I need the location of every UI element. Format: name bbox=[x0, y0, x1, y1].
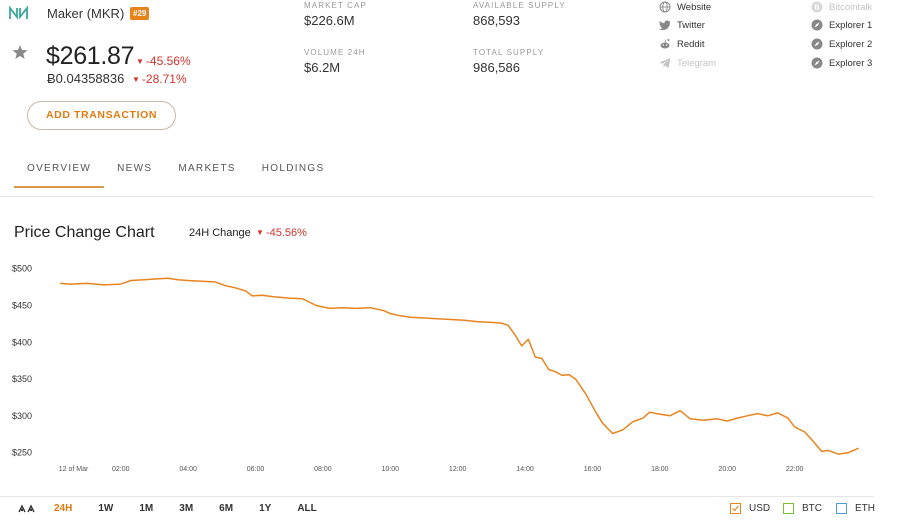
tab-news[interactable]: NEWS bbox=[117, 163, 153, 174]
link-label: Bitcointalk bbox=[829, 1, 873, 13]
x-tick-label: 10:00 bbox=[382, 466, 400, 473]
link-telegram[interactable]: Telegram bbox=[659, 57, 716, 69]
stat-value: $226.6M bbox=[304, 13, 355, 28]
compass-icon bbox=[811, 38, 823, 50]
stat-label: AVAILABLE SUPPLY bbox=[473, 1, 566, 10]
stat-label: VOLUME 24H bbox=[304, 48, 366, 57]
divider bbox=[0, 196, 874, 197]
currency-label: BTC bbox=[802, 503, 822, 514]
y-tick-label: $450 bbox=[12, 300, 32, 310]
range-button-1w[interactable]: 1W bbox=[98, 503, 114, 514]
range-button-6m[interactable]: 6M bbox=[219, 503, 234, 514]
x-tick-label: 14:00 bbox=[516, 466, 534, 473]
link-label: Explorer 1 bbox=[829, 19, 873, 31]
tab-bar: OVERVIEW NEWS MARKETS HOLDINGS bbox=[14, 163, 337, 188]
stat-label: TOTAL SUPPLY bbox=[473, 48, 545, 57]
currency-toggles: USD BTC ETH bbox=[0, 503, 915, 517]
tab-markets[interactable]: MARKETS bbox=[178, 163, 236, 174]
btc-change: ▼ -28.71% bbox=[132, 72, 187, 86]
reddit-icon bbox=[660, 39, 670, 49]
range-button-1m[interactable]: 1M bbox=[139, 503, 154, 514]
add-transaction-button[interactable]: ADD TRANSACTION bbox=[27, 101, 176, 130]
y-tick-label: $400 bbox=[12, 337, 32, 347]
down-arrow-icon: ▼ bbox=[136, 57, 144, 66]
currency-label: USD bbox=[749, 503, 771, 514]
rank-badge: #29 bbox=[130, 7, 150, 20]
range-button-24h[interactable]: 24H bbox=[54, 503, 73, 514]
link-twitter[interactable]: Twitter bbox=[659, 19, 705, 31]
volume-stat: VOLUME 24H $6.2M bbox=[304, 48, 366, 75]
x-tick-label: 04:00 bbox=[179, 466, 197, 473]
price-chart[interactable]: $500 $450 $400 $350 $300 $250 12 of Mar 02:00 04… bbox=[0, 255, 874, 480]
price-series-line bbox=[60, 277, 859, 455]
range-selector: 24H 1W 1M 3M 6M 1Y ALL bbox=[18, 503, 343, 514]
y-tick-label: $500 bbox=[12, 264, 32, 274]
stat-value: 868,593 bbox=[473, 13, 520, 28]
checkbox[interactable] bbox=[730, 503, 741, 514]
coin-price: $261.87 bbox=[46, 42, 135, 70]
link-website[interactable]: Website bbox=[659, 1, 711, 13]
change-label: 24H Change bbox=[189, 227, 251, 239]
stat-value: $6.2M bbox=[304, 60, 341, 75]
checkbox[interactable] bbox=[783, 503, 794, 514]
range-button-1y[interactable]: 1Y bbox=[259, 503, 272, 514]
x-tick-label: 06:00 bbox=[247, 466, 265, 473]
down-arrow-icon: ▼ bbox=[132, 75, 140, 84]
x-tick-label: 16:00 bbox=[584, 466, 602, 473]
x-tick-label: 22:00 bbox=[786, 466, 804, 473]
x-tick-label: 18:00 bbox=[651, 466, 669, 473]
link-explorer-3[interactable]: Explorer 3 bbox=[811, 57, 872, 69]
link-explorer-1[interactable]: Explorer 1 bbox=[811, 19, 872, 31]
chart-title: Price Change Chart bbox=[14, 224, 155, 241]
link-reddit[interactable]: Reddit bbox=[659, 38, 704, 50]
link-bitcointalk[interactable]: B Bitcointalk bbox=[811, 1, 872, 13]
tab-overview[interactable]: OVERVIEW bbox=[14, 163, 105, 188]
x-tick-label: 20:00 bbox=[718, 466, 736, 473]
link-label: Explorer 3 bbox=[829, 57, 873, 69]
stat-value: 986,586 bbox=[473, 60, 520, 75]
star-icon[interactable] bbox=[12, 44, 28, 60]
change-value: ▼ -45.56% bbox=[256, 227, 307, 239]
compass-icon bbox=[811, 57, 823, 69]
currency-label: ETH bbox=[855, 503, 875, 514]
btc-price: Ƀ0.04358836 bbox=[47, 71, 125, 86]
maker-logo-icon bbox=[9, 5, 28, 20]
link-label: Twitter bbox=[677, 19, 705, 31]
divider bbox=[0, 496, 874, 497]
link-explorer-2[interactable]: Explorer 2 bbox=[811, 38, 872, 50]
twitter-icon bbox=[659, 20, 671, 31]
price-change: ▼ -45.56% bbox=[136, 54, 191, 68]
checkbox[interactable] bbox=[836, 503, 847, 514]
compass-icon bbox=[811, 19, 823, 31]
range-button-3m[interactable]: 3M bbox=[179, 503, 194, 514]
link-label: Reddit bbox=[677, 38, 705, 50]
currency-toggle-usd[interactable]: USD bbox=[730, 503, 770, 514]
down-arrow-icon: ▼ bbox=[256, 228, 264, 237]
x-tick-label: 08:00 bbox=[314, 466, 332, 473]
link-label: Explorer 2 bbox=[829, 38, 873, 50]
x-tick-label: 12:00 bbox=[449, 466, 467, 473]
globe-icon bbox=[659, 1, 671, 13]
total-supply-stat: TOTAL SUPPLY 986,586 bbox=[473, 48, 544, 75]
currency-toggle-btc[interactable]: BTC bbox=[783, 503, 822, 514]
link-label: Website bbox=[677, 1, 712, 13]
x-tick-label: 02:00 bbox=[112, 466, 130, 473]
available-supply-stat: AVAILABLE SUPPLY 868,593 bbox=[473, 1, 566, 28]
y-tick-label: $350 bbox=[12, 374, 32, 384]
link-label: Telegram bbox=[677, 57, 717, 69]
market-cap-stat: MARKET CAP $226.6M bbox=[304, 1, 367, 28]
tab-holdings[interactable]: HOLDINGS bbox=[261, 163, 325, 174]
y-tick-label: $250 bbox=[12, 448, 32, 458]
currency-toggle-eth[interactable]: ETH bbox=[836, 503, 875, 514]
coin-name: Maker (MKR) bbox=[47, 6, 125, 21]
chart-type-icon[interactable] bbox=[18, 503, 36, 514]
stat-label: MARKET CAP bbox=[304, 1, 367, 10]
svg-text:B: B bbox=[814, 5, 819, 12]
bitcoin-icon: B bbox=[811, 1, 823, 13]
telegram-icon bbox=[659, 58, 671, 68]
x-tick-label: 12 of Mar bbox=[59, 466, 89, 473]
range-button-all[interactable]: ALL bbox=[297, 503, 317, 514]
y-tick-label: $300 bbox=[12, 411, 32, 421]
